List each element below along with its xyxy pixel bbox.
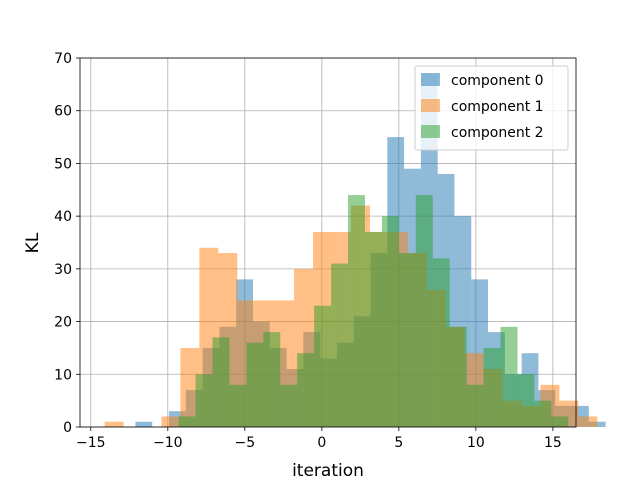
y-tick-label-4: 40 [54,209,72,225]
series-2-bar-4 [246,342,264,427]
legend-swatch-1 [421,99,440,112]
x-axis-label: iteration [292,461,364,480]
series-2-bar-20 [517,374,535,427]
x-tick-label-3: 0 [317,435,326,451]
series-2-bar-6 [280,384,298,427]
series-1-bar-25 [578,416,598,427]
legend-label-1: component 1 [451,99,544,115]
legend-label-2: component 2 [451,125,544,141]
y-tick-label-3: 30 [54,262,72,278]
series-2-bar-0 [178,416,196,427]
y-tick-label-7: 70 [54,51,72,67]
histogram-bars [104,73,606,428]
legend-box [414,65,569,151]
series-0-bar-0 [135,421,153,427]
series-2-bar-7 [297,353,315,427]
series-2-bar-16 [449,326,467,427]
y-tick-label-6: 60 [54,104,72,120]
series-2-bar-1 [195,374,213,427]
y-tick-label-5: 50 [54,156,72,172]
y-tick-label-1: 10 [54,367,72,383]
series-2-bar-21 [534,400,552,427]
series-2-bar-12 [381,216,399,427]
x-axis: −15 −10 −5 0 5 10 15 [76,427,562,451]
series-2-bar-17 [466,384,484,427]
x-tick-label-0: −15 [76,435,106,451]
legend-label-0: component 0 [451,73,544,89]
series-2-bar-11 [364,231,382,427]
series-2-bar-13 [398,253,416,427]
series-2-bar-10 [348,195,365,427]
y-axis-label: KL [23,232,43,253]
x-tick-label-6: 15 [544,435,562,451]
series-2-bar-19 [500,326,518,427]
series-2-bar-5 [263,332,281,427]
x-tick-label-1: −10 [153,435,183,451]
series-2-bar-22 [551,416,569,427]
series-2-bar-3 [229,384,247,427]
series-2-bars [178,195,569,427]
y-tick-label-2: 20 [54,315,72,331]
x-tick-label-4: 5 [394,435,403,451]
series-2-bar-2 [212,337,230,427]
legend: component 0 component 1 component 2 [414,65,569,151]
series-1-bar-3 [161,416,181,427]
series-2-bar-15 [432,258,450,427]
legend-swatch-0 [421,73,440,86]
series-1-bar-4 [180,347,200,427]
x-tick-label-2: −5 [234,435,255,451]
x-tick-label-5: 10 [467,435,485,451]
plot-frame [79,57,577,428]
y-axis: 0 10 20 30 40 50 60 70 [54,51,80,436]
legend-swatch-2 [421,125,440,138]
series-2-bar-18 [483,347,501,427]
series-2-bar-9 [331,263,349,427]
series-1-bar-0 [104,421,124,427]
y-tick-label-0: 0 [63,420,72,436]
series-2-bar-8 [314,305,332,427]
series-2-bar-14 [415,195,433,427]
